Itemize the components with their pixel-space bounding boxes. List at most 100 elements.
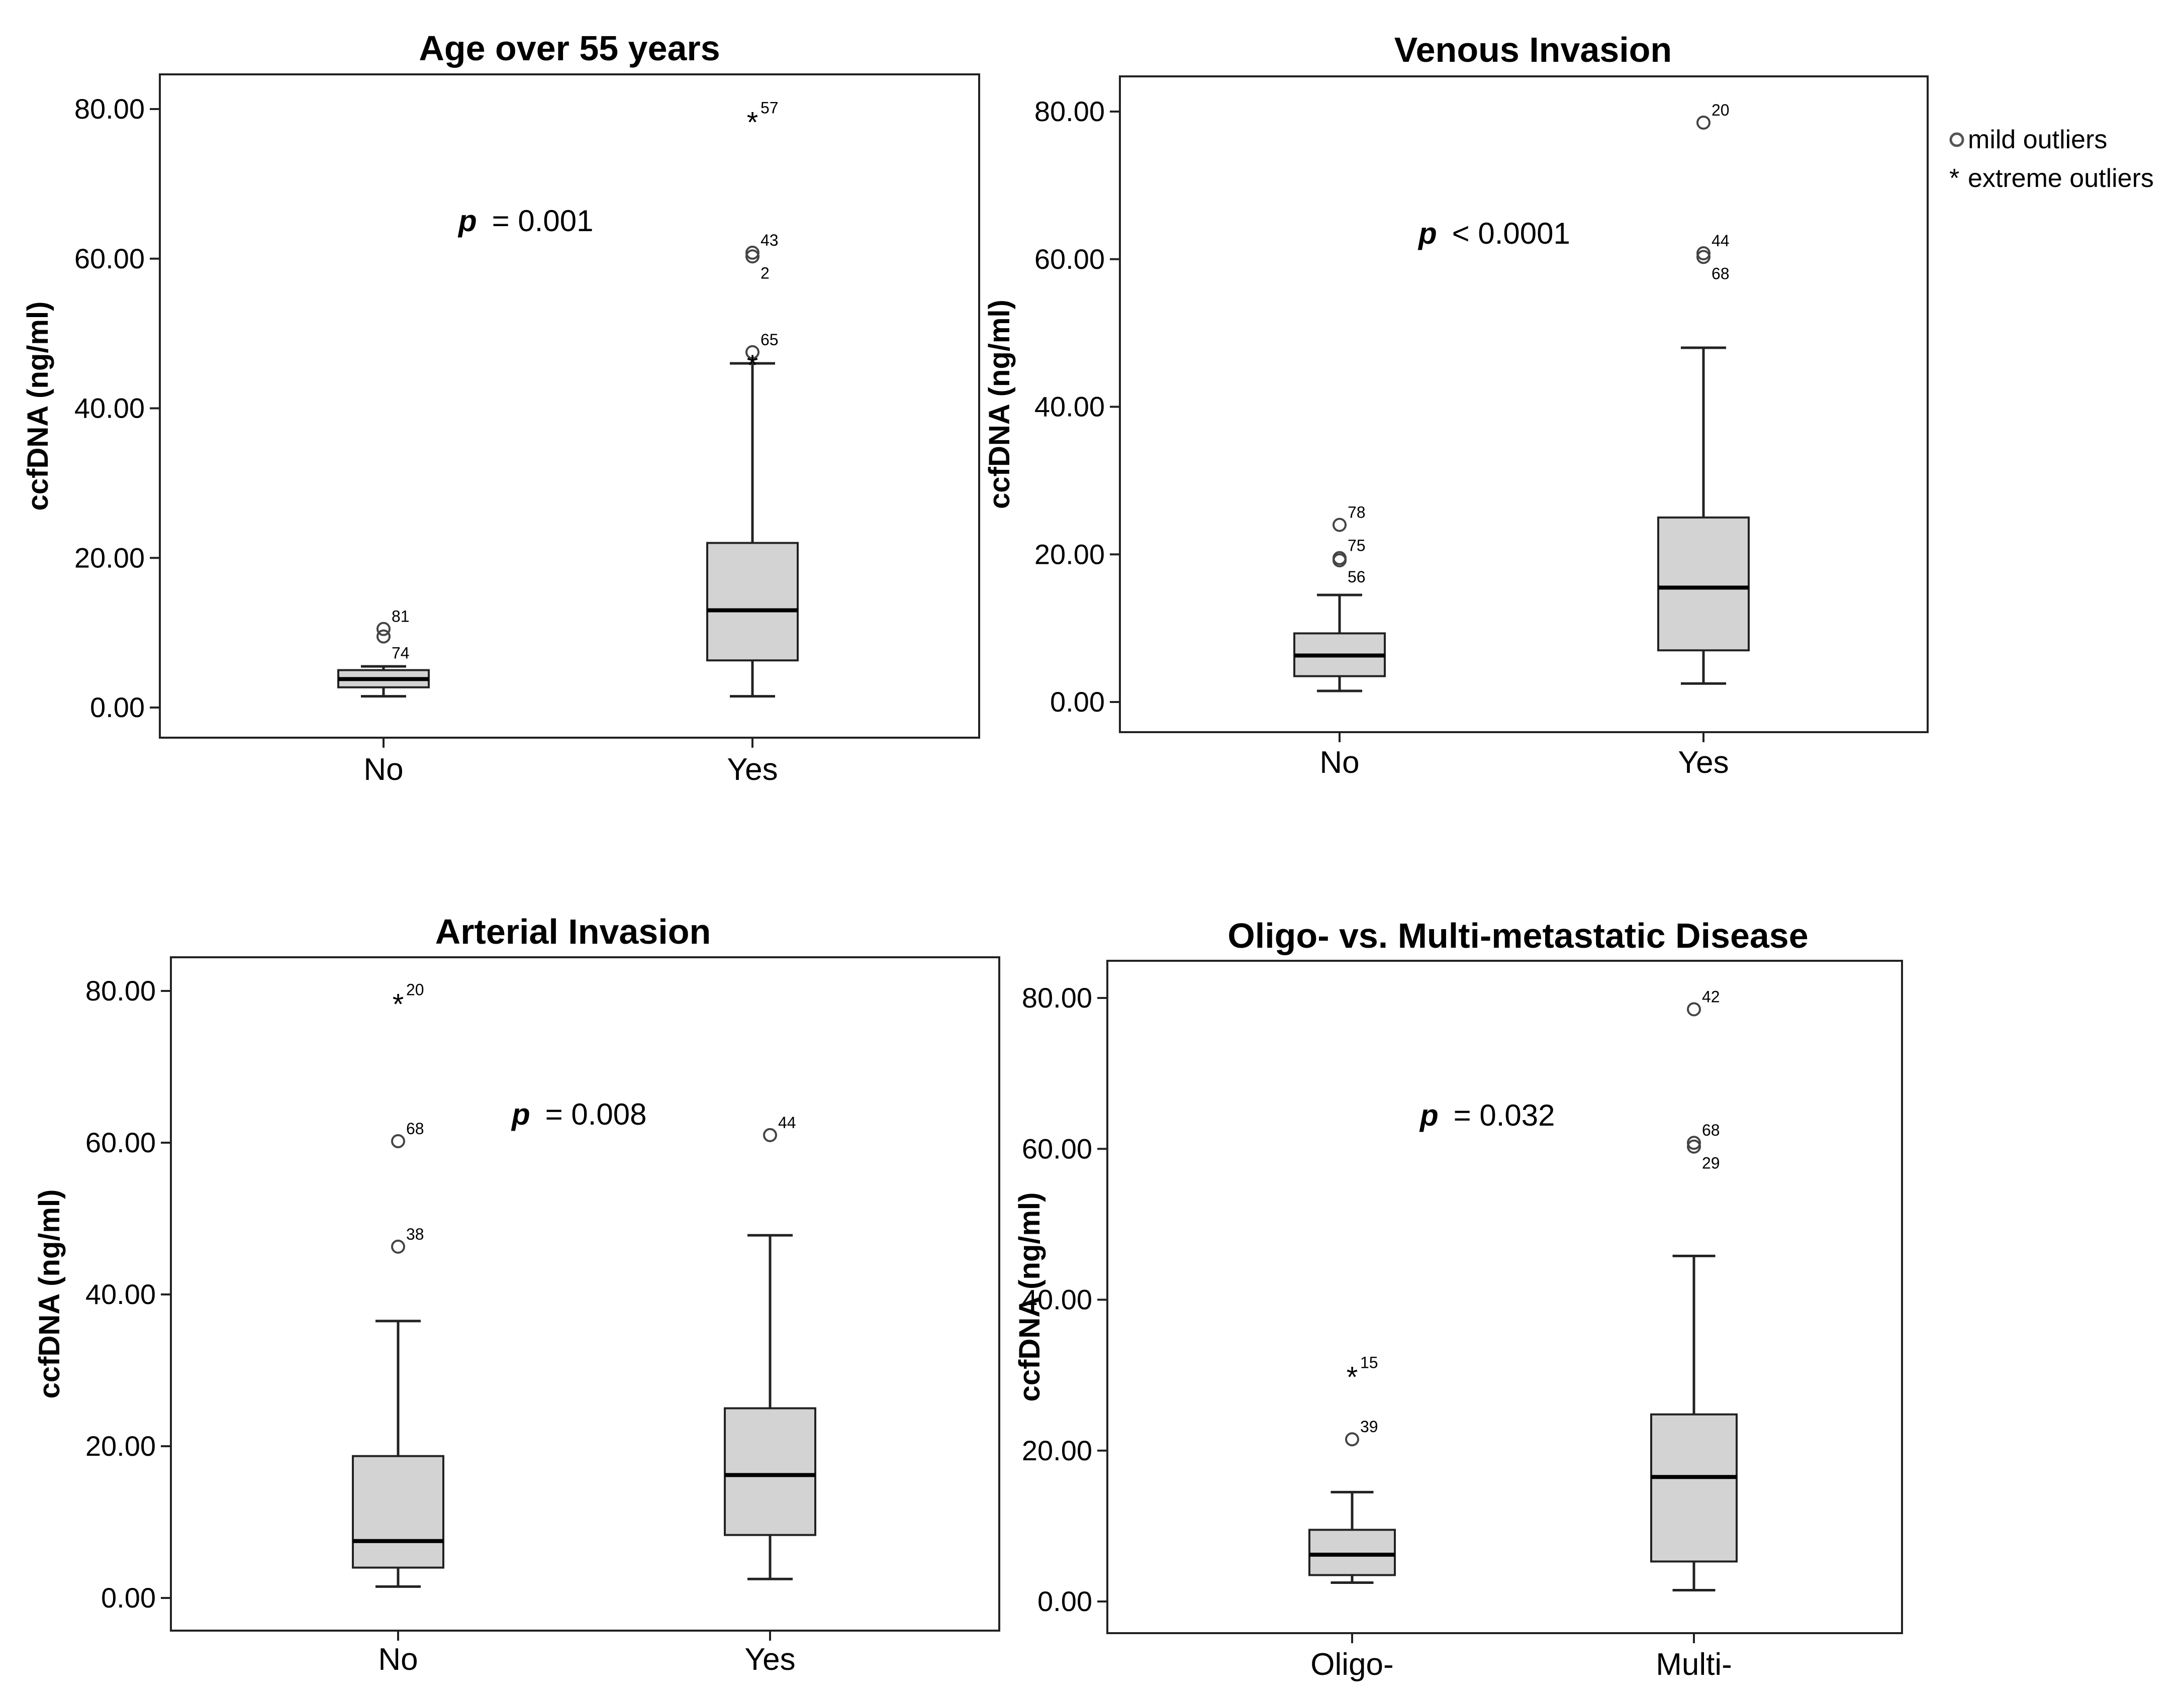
extreme-outlier-marker: * (1347, 1361, 1358, 1394)
p-value-text: < 0.0001 (1452, 217, 1570, 250)
x-tick-label: No (378, 1642, 418, 1677)
y-tick-label: 60.00 (85, 1127, 156, 1158)
p-value-text: = 0.008 (545, 1097, 647, 1131)
p-value-label: p = 0.008 (511, 1097, 647, 1131)
box-multi: 42 68 29 (1650, 988, 1738, 1591)
legend-extreme-label: extreme outliers (1968, 164, 2154, 193)
outlier-case-label: 65 (761, 331, 779, 349)
chart-panel-3: Arterial Invasion ccfDNA (ng/ml) 0.00 20.00… (33, 912, 1000, 1677)
y-tick-label: 40.00 (1034, 391, 1105, 423)
outlier-case-label: 44 (778, 1114, 796, 1132)
chart-panel-1: Age over 55 years ccfDNA (ng/ml) 0.00 20.00… (22, 29, 980, 787)
p-symbol: p (457, 204, 477, 238)
x-tick-label: No (1319, 745, 1359, 780)
outlier-case-label: 38 (406, 1225, 424, 1243)
box-iqr (1650, 1413, 1738, 1563)
extreme-outlier-marker: * (393, 988, 404, 1021)
mild-outlier-marker (1687, 1139, 1701, 1154)
box-iqr (724, 1407, 816, 1536)
p-value-text: = 0.032 (1454, 1098, 1555, 1132)
p-value-label: p = 0.001 (457, 204, 594, 238)
mild-outlier-marker (1333, 553, 1347, 567)
box-no: * 20 68 38 (352, 981, 444, 1588)
outlier-case-label: 20 (1712, 101, 1730, 119)
extreme-outlier-marker: * (747, 349, 758, 382)
outlier-case-label: 75 (1348, 537, 1366, 555)
outlier-case-label: 56 (1348, 568, 1366, 586)
box-iqr (1657, 516, 1750, 652)
y-tick-label: 60.00 (1034, 243, 1105, 275)
mild-outlier-marker (1696, 116, 1711, 130)
legend-mild-label: mild outliers (1968, 125, 2107, 154)
y-tick-label: 20.00 (1022, 1435, 1092, 1466)
y-tick-label: 0.00 (101, 1582, 156, 1614)
box-iqr (1308, 1529, 1396, 1576)
mild-outlier-marker (391, 1239, 405, 1254)
mild-outlier-marker (391, 1134, 405, 1148)
outlier-case-label: 43 (761, 231, 779, 249)
y-tick-label: 40.00 (74, 392, 145, 424)
y-tick-label: 0.00 (1037, 1585, 1092, 1617)
chart-title: Age over 55 years (419, 29, 720, 68)
p-value-label: p = 0.032 (1419, 1098, 1555, 1132)
outlier-case-label: 2 (761, 264, 770, 282)
x-tick-label: Yes (727, 752, 778, 787)
y-tick-label: 80.00 (85, 975, 156, 1007)
outlier-case-label: 78 (1348, 504, 1366, 522)
chart-panel-2: Venous Invasion ccfDNA (ng/ml) 0.00 20.00 40… (983, 30, 1929, 780)
mild-outlier-marker (1687, 1002, 1701, 1017)
outlier-case-label: 81 (392, 608, 410, 626)
y-tick-label: 80.00 (74, 93, 145, 125)
plot-frame (1106, 960, 1903, 1634)
y-tick-label: 40.00 (85, 1278, 156, 1310)
box-no: 78 75 56 (1293, 504, 1386, 692)
x-tick-label: Oligo- (1310, 1647, 1393, 1682)
extreme-outlier-marker: * (747, 106, 758, 139)
mild-outlier-marker (376, 622, 391, 636)
mild-outlier-marker (1345, 1432, 1359, 1447)
y-axis-label: ccfDNA (ng/ml) (983, 299, 1016, 509)
outlier-case-label: 68 (1712, 264, 1730, 282)
outlier-case-label: 42 (1702, 988, 1720, 1006)
outlier-case-label: 74 (392, 644, 410, 662)
y-tick-label: 80.00 (1034, 95, 1105, 127)
p-symbol: p (511, 1097, 530, 1131)
outlier-case-label: 29 (1702, 1154, 1720, 1172)
plot-frame (170, 956, 1000, 1632)
mild-outlier-marker (1333, 518, 1347, 532)
mild-outlier-marker (763, 1128, 777, 1142)
y-tick-label: 40.00 (1022, 1284, 1092, 1316)
legend-extreme-marker: * (1949, 164, 1959, 193)
chart-title: Arterial Invasion (435, 912, 711, 951)
chart-panel-4: Oligo- vs. Multi-metastatic Disease ccfDN… (1013, 916, 1903, 1682)
box-oligo: * 15 39 (1308, 1354, 1396, 1584)
outlier-case-label: 44 (1712, 232, 1730, 250)
outlier-case-label: 20 (406, 981, 424, 999)
outlier-case-label: 39 (1360, 1418, 1378, 1436)
outlier-case-label: 15 (1360, 1354, 1378, 1372)
mild-outlier-marker (745, 245, 759, 260)
y-tick-label: 80.00 (1022, 982, 1092, 1014)
box-no: 81 74 (337, 608, 430, 698)
mild-outlier-marker (1696, 250, 1711, 264)
y-tick-label: 20.00 (74, 542, 145, 573)
y-tick-label: 60.00 (74, 243, 145, 274)
y-axis-label: ccfDNA (ng/ml) (33, 1189, 66, 1399)
x-tick-label: Yes (1678, 745, 1729, 780)
y-tick-label: 0.00 (90, 691, 145, 723)
box-yes: 20 44 68 (1657, 101, 1750, 685)
p-symbol: p (1419, 1098, 1439, 1132)
mild-outlier-marker (745, 249, 759, 264)
legend-mild-marker (1949, 132, 1964, 147)
p-value-text: = 0.001 (492, 204, 594, 238)
p-value-label: p < 0.0001 (1417, 217, 1570, 250)
chart-title: Venous Invasion (1394, 30, 1672, 69)
legend: mild outliers * extreme outliers (1949, 125, 2154, 193)
box-iqr (352, 1455, 444, 1569)
y-axis-label: ccfDNA (ng/ml) (1013, 1192, 1046, 1402)
mild-outlier-marker (745, 345, 759, 359)
p-symbol: p (1417, 217, 1437, 250)
y-tick-label: 20.00 (85, 1430, 156, 1462)
